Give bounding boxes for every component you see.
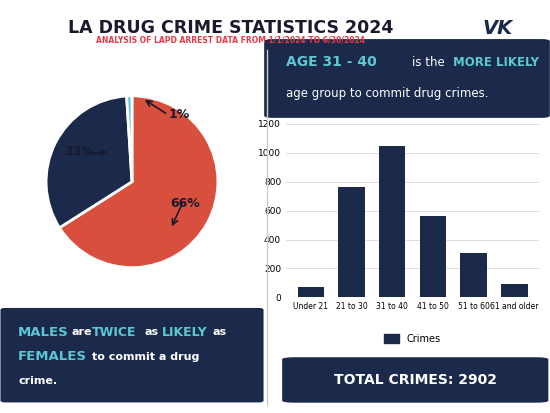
Bar [501,284,527,297]
Text: to commit a drug: to commit a drug [91,352,199,362]
Text: AGE 31 - 40: AGE 31 - 40 [286,55,376,69]
Bar [298,287,324,297]
Text: VΚ: VΚ [483,19,513,38]
FancyBboxPatch shape [1,308,263,402]
Text: TWICE: TWICE [91,326,136,339]
Text: 33%: 33% [64,145,94,158]
Text: are: are [72,328,92,337]
Bar [379,146,405,297]
Text: age group to commit drug crimes.: age group to commit drug crimes. [286,87,488,100]
Wedge shape [46,96,132,228]
Text: LA DRUG CRIME STATISTICS 2024: LA DRUG CRIME STATISTICS 2024 [68,19,394,37]
Wedge shape [59,96,218,268]
Text: MORE LIKELY: MORE LIKELY [453,56,539,69]
Text: 1%: 1% [169,108,190,121]
Text: crime.: crime. [18,375,57,386]
Text: FEMALES: FEMALES [18,351,87,363]
Wedge shape [126,96,132,182]
Text: LIKELY: LIKELY [162,326,208,339]
Legend: Males, Females, Unspecified: Males, Females, Unspecified [12,331,252,349]
Bar [460,252,487,297]
Bar [420,216,446,297]
Text: as: as [145,328,159,337]
Text: 66%: 66% [170,197,200,210]
FancyBboxPatch shape [264,39,550,118]
Text: is the: is the [412,56,445,69]
Text: TOTAL CRIMES: 2902: TOTAL CRIMES: 2902 [334,373,497,387]
Legend: Crimes: Crimes [381,330,444,348]
Text: ANALYSIS OF LAPD ARREST DATA FROM 1/1/2024 TO 6/30/2024: ANALYSIS OF LAPD ARREST DATA FROM 1/1/20… [96,35,366,44]
FancyBboxPatch shape [282,357,548,403]
Text: as: as [213,328,227,337]
Bar [338,187,365,297]
Text: MALES: MALES [18,326,69,339]
